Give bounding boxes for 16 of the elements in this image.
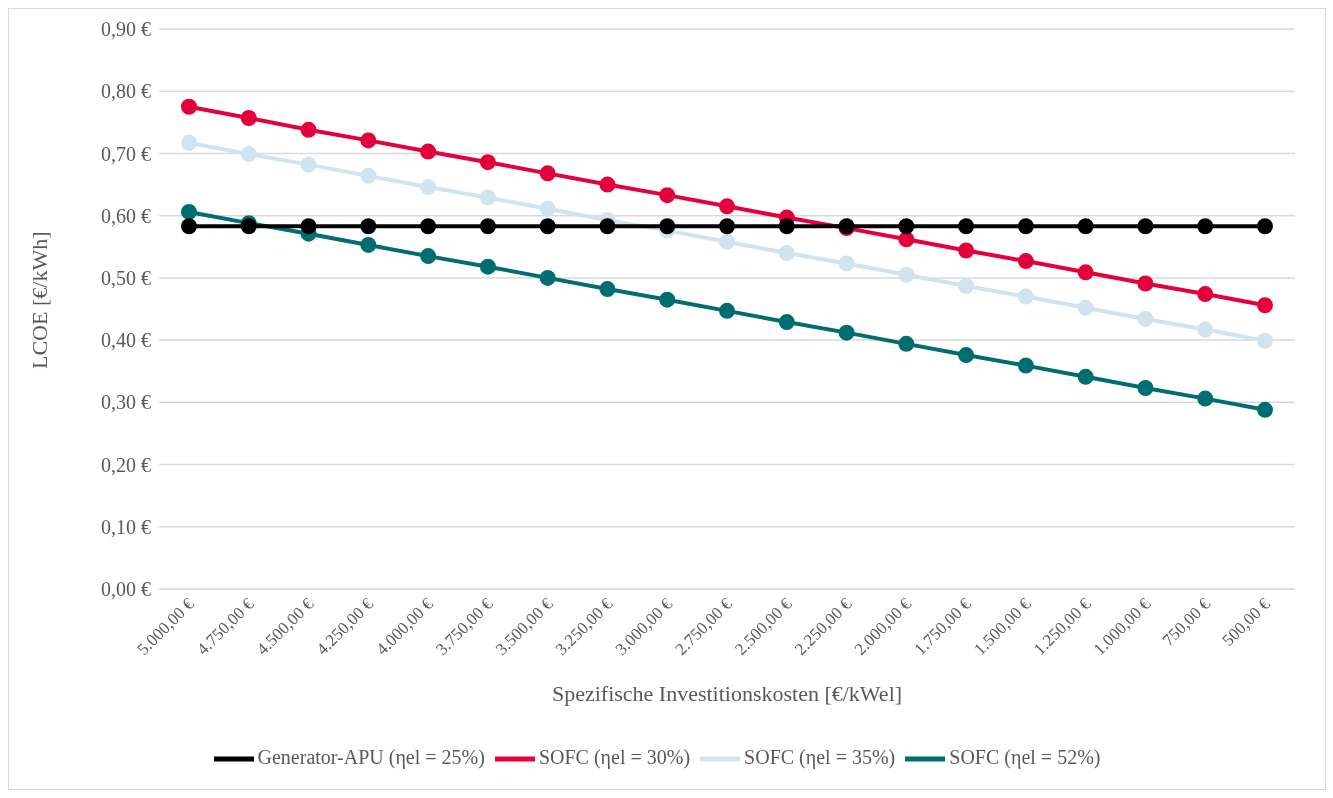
- y-tick-label: 0,70 €: [101, 142, 151, 165]
- y-tick-label: 0,30 €: [101, 391, 151, 414]
- legend-label: SOFC (ηel = 52%): [949, 745, 1101, 768]
- x-axis-title: Spezifische Investitionskosten [€/kWel]: [551, 681, 903, 706]
- legend-label: Generator-APU (ηel = 25%): [257, 745, 485, 768]
- y-tick-label: 0,10 €: [101, 515, 151, 538]
- y-axis-title: LCOE [€/kWh]: [26, 231, 52, 369]
- y-tick-label: 0,50 €: [101, 266, 151, 289]
- y-tick-label: 0,00 €: [101, 578, 151, 601]
- legend-label: SOFC (ηel = 30%): [538, 745, 691, 768]
- y-tick-label: 0,90 €: [101, 18, 151, 41]
- y-tick-label: 0,60 €: [101, 204, 151, 227]
- y-tick-label: 0,80 €: [101, 80, 151, 103]
- y-tick-label: 0,20 €: [101, 453, 151, 476]
- legend-label: SOFC (ηel = 35%): [744, 745, 896, 768]
- y-tick-label: 0,40 €: [101, 329, 151, 352]
